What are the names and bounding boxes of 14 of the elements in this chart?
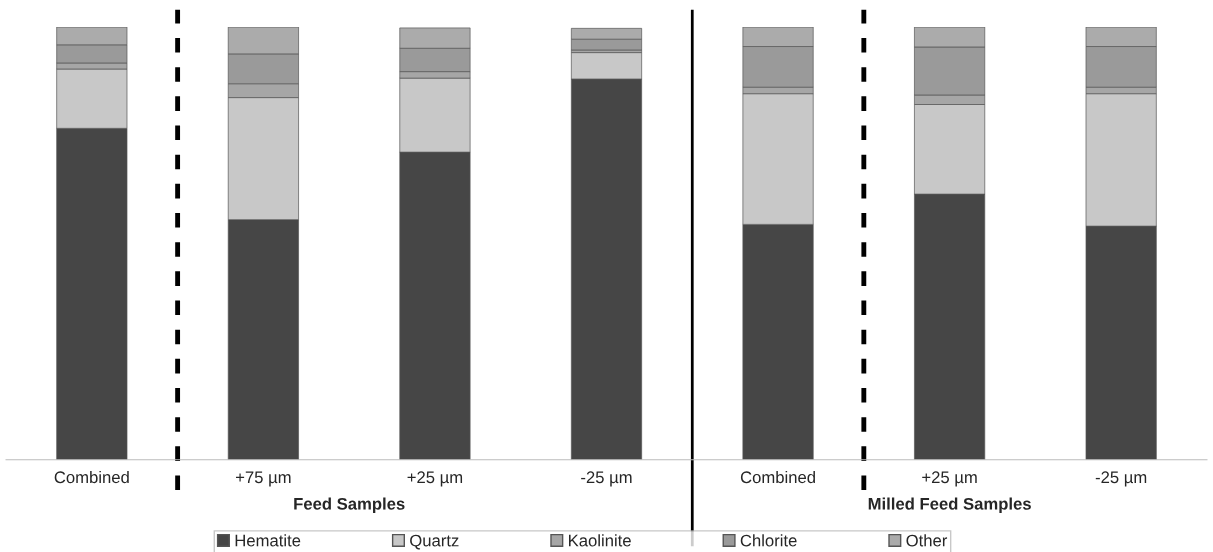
legend-label: Other — [906, 534, 948, 547]
legend-label: Chlorite — [740, 534, 797, 547]
x-tick-label: Combined — [740, 470, 815, 484]
legend-label: Kaolinite — [569, 534, 631, 547]
x-tick-label: +25 µm — [407, 471, 463, 487]
x-tick-label: -25 µm — [581, 471, 632, 487]
legend-label: Hematite — [235, 534, 301, 547]
x-tick-label: +75 µm — [236, 471, 291, 487]
x-tick-label: +25 µm — [922, 471, 977, 487]
text: Feed Samples — [294, 497, 405, 514]
x-tick-label: -25 µm — [1095, 471, 1147, 487]
text: Milled Feed Samples — [868, 497, 1031, 514]
legend-label: Quartz — [410, 534, 459, 550]
x-tick-label: Combined — [54, 470, 129, 484]
